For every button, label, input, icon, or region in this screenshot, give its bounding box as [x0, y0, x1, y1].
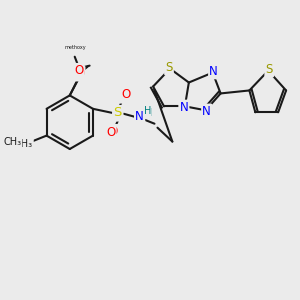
Text: N: N — [135, 110, 144, 123]
Text: O: O — [121, 88, 130, 101]
Text: S: S — [114, 107, 122, 120]
Text: CH₃: CH₃ — [4, 136, 22, 147]
Text: S: S — [114, 106, 122, 119]
Text: S: S — [165, 61, 173, 74]
Text: O: O — [74, 64, 83, 77]
Text: N: N — [179, 101, 188, 114]
Text: N: N — [209, 65, 218, 78]
Text: O: O — [106, 126, 116, 139]
Text: H: H — [145, 108, 152, 118]
Text: N: N — [202, 105, 211, 118]
Text: H: H — [144, 106, 151, 116]
Text: methoxy: methoxy — [65, 45, 86, 50]
Text: O: O — [75, 67, 84, 80]
Text: S: S — [266, 63, 273, 76]
Text: N: N — [135, 111, 144, 124]
Text: O: O — [108, 125, 117, 138]
Text: O: O — [120, 89, 129, 102]
Text: CH₃: CH₃ — [15, 139, 33, 148]
Text: O: O — [74, 67, 83, 80]
